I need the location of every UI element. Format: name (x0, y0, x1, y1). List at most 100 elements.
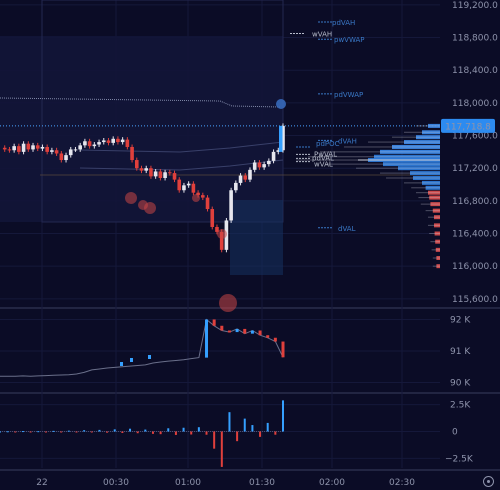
candle-body (210, 209, 215, 227)
panel3-bar (266, 422, 269, 432)
profile-wick (429, 233, 440, 235)
profile-bar (435, 239, 440, 244)
candle-body (2, 147, 7, 150)
profile-wick (404, 182, 440, 184)
vwap-dot (276, 99, 286, 109)
candle-body (59, 153, 64, 161)
level-label: pdVAH (332, 19, 355, 27)
level-label: dVAL (338, 225, 356, 233)
profile-wick (392, 136, 440, 138)
profile-wick (418, 197, 440, 199)
profile-wick (386, 177, 440, 179)
candle-body (12, 146, 16, 151)
candle-body (97, 142, 101, 145)
profile-bar (434, 215, 440, 220)
profile-wick (344, 146, 440, 148)
profile-bar (422, 180, 440, 185)
panel2-bar (281, 341, 285, 358)
session-outline (41, 0, 284, 223)
panel2-bar (243, 328, 247, 334)
profile-bar (436, 256, 440, 261)
candle-body (262, 164, 266, 168)
profile-wick (356, 167, 440, 169)
price-tick-label: 115,600.0 (452, 295, 498, 305)
time-tick-label: 02:30 (389, 478, 415, 488)
profile-wick (368, 141, 440, 143)
profile-bar (435, 247, 440, 252)
panel3-bar (144, 429, 147, 432)
profile-wick (425, 210, 440, 212)
profile-bar (425, 185, 440, 190)
profile-bar (392, 144, 440, 149)
profile-bar (434, 231, 440, 236)
chart-settings-icon[interactable] (483, 476, 494, 487)
time-tick-label: 00:30 (103, 478, 129, 488)
profile-bar (413, 175, 440, 180)
profile-wick (326, 163, 440, 165)
panel2-bar (227, 330, 231, 333)
candle-body (54, 150, 59, 154)
profile-bar (422, 130, 440, 135)
profile-wick (416, 125, 440, 127)
candle-body (234, 182, 238, 191)
candle-body (83, 141, 87, 146)
time-tick-label: 01:30 (249, 478, 275, 488)
current-price-badge (441, 118, 495, 133)
panel3-bar (29, 431, 32, 433)
profile-bar (436, 264, 440, 269)
panel3-tick-label: 0 (452, 428, 458, 438)
candle-body (257, 162, 262, 168)
profile-bar (410, 171, 440, 176)
panel3-bar (151, 431, 154, 434)
candle-body (149, 168, 153, 177)
price-tick-label: 118,800.0 (452, 34, 498, 44)
panel2-bar (148, 355, 151, 359)
level-label: pdVAL (312, 154, 334, 162)
value-area-box (230, 200, 283, 275)
price-tick-label: 117,200.0 (452, 164, 498, 174)
panel2-bar (212, 319, 216, 326)
candle-body (50, 150, 54, 152)
candle-body (215, 226, 219, 232)
candle-body (92, 144, 97, 147)
candle-body (191, 183, 196, 193)
profile-bar (380, 149, 440, 154)
panel3-bar (83, 430, 86, 432)
candle-body (120, 139, 125, 143)
profile-wick (411, 187, 440, 189)
profile-bar (430, 202, 440, 207)
candle-body (168, 172, 172, 174)
panel3-bar (228, 412, 231, 432)
candle-body (40, 146, 45, 149)
current-price-label: 117,718.8 (445, 122, 491, 132)
profile-bar (428, 123, 440, 128)
panel3-bar (67, 430, 70, 432)
profile-wick (380, 172, 440, 174)
candle-body (26, 143, 31, 150)
price-tick-label: 116,000.0 (452, 262, 498, 272)
candle-body (252, 162, 257, 170)
level-label: dVAH (338, 137, 357, 145)
price-tick-label: 118,000.0 (452, 99, 498, 109)
candle-body (201, 195, 205, 198)
time-tick-label: 22 (36, 478, 47, 488)
profile-bar (374, 154, 440, 159)
candle-body (116, 138, 120, 143)
candle-body (281, 125, 285, 151)
candle-body (196, 192, 200, 196)
profile-bar (416, 135, 440, 140)
panel2-bar (120, 362, 123, 366)
candle-body (276, 150, 281, 152)
panel2-bar (266, 335, 270, 338)
panel2-bar (130, 358, 133, 362)
profile-wick (428, 216, 440, 218)
panel3-bar (274, 431, 277, 435)
profile-bar (432, 208, 440, 213)
profile-wick (432, 257, 440, 259)
candle-body (177, 179, 182, 191)
candle-body (125, 139, 130, 147)
profile-bar (398, 166, 440, 171)
panel3-tick-label: −2.5K (445, 454, 474, 464)
